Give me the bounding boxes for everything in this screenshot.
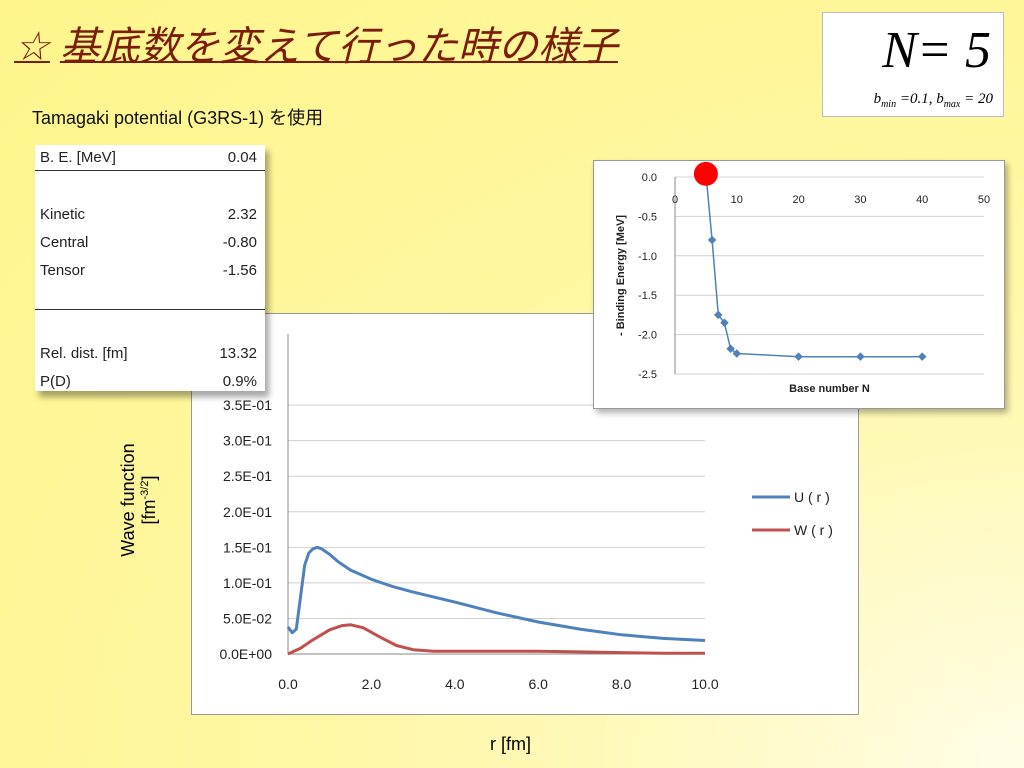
x-tick-label: 10.0 (691, 676, 718, 692)
slide-title: ☆ 基底数を変えて行った時の様子 (14, 14, 618, 72)
b-params: bmin =0.1, bmax = 20 (873, 91, 993, 110)
x-tick-label: 2.0 (362, 676, 382, 692)
y-tick-label: 2.0E-01 (223, 504, 272, 520)
table-row: P(D) 0.9% (40, 373, 257, 390)
y-tick-label: -2.0 (638, 330, 657, 342)
y-tick-label: 0.0 (642, 172, 657, 184)
data-point (720, 318, 729, 328)
title-text: 基底数を変えて行った時の様子 (59, 24, 618, 70)
y-tick-label: 0.0E+00 (219, 646, 272, 662)
x-tick-label: 4.0 (445, 676, 465, 692)
y-tick-label: 1.5E-01 (223, 539, 272, 555)
y-tick-label: 3.5E-01 (223, 397, 272, 413)
results-table: B. E. [MeV] 0.04 Kinetic 2.32 Central -0.80… (35, 145, 265, 391)
data-point (794, 352, 803, 361)
table-row: Kinetic 2.32 (40, 206, 257, 223)
series-line-u (286, 545, 706, 642)
x-tick-label: 0.0 (278, 676, 298, 692)
x-tick-label: 0 (672, 194, 678, 206)
legend-label: U ( r ) (794, 489, 830, 505)
highlight-point (693, 161, 718, 186)
x-tick-label: 10 (731, 194, 743, 206)
x-tick-label: 30 (854, 194, 866, 206)
x-tick-label: 40 (916, 194, 928, 206)
data-point (856, 352, 865, 361)
y-tick-label: 3.0E-01 (223, 433, 272, 449)
basis-number-box: N= 5 bmin =0.1, bmax = 20 (822, 12, 1004, 117)
wave-function-svg: 0.0E+00 5.0E-02 1.0E-01 1.5E-01 2.0E-01 2.5E-… (219, 334, 833, 692)
legend-label: W ( r ) (794, 522, 833, 538)
y-tick-label: 1.0E-01 (223, 575, 272, 591)
binding-energy-svg: 0.0 -0.5 -1.0 -1.5 -2.0 -2.5 0 10 20 30 40 50 Base n… (615, 161, 990, 395)
data-point (707, 235, 717, 245)
table-row: B. E. [MeV] 0.04 (40, 149, 257, 166)
y-tick-label: -0.5 (638, 211, 657, 223)
data-point (917, 352, 927, 361)
y-axis-label: - Binding Energy [MeV] (615, 215, 627, 336)
x-tick-label: 50 (978, 194, 990, 206)
subtitle: Tamagaki potential (G3RS-1) を使用 (32, 108, 324, 128)
divider (35, 309, 265, 310)
binding-energy-chart: 0.0 -0.5 -1.0 -1.5 -2.0 -2.5 0 10 20 30 40 50 Base n… (593, 160, 1005, 409)
series-line-w (287, 623, 705, 656)
table-row: Tensor -1.56 (40, 262, 257, 279)
x-axis-label: Base number N (789, 383, 870, 395)
x-tick-label: 20 (792, 194, 804, 206)
y-tick-label: -1.0 (638, 251, 657, 263)
data-point (726, 344, 735, 354)
star-icon: ☆ (14, 24, 50, 70)
data-point (732, 349, 742, 358)
wave-ylabel: Wave function [fm-3/2] (118, 443, 159, 557)
table-row: Central -0.80 (40, 234, 257, 251)
table-row: Rel. dist. [fm] 13.32 (40, 345, 257, 362)
y-tick-label: -1.5 (638, 290, 657, 302)
y-tick-label: 2.5E-01 (223, 468, 272, 484)
x-tick-label: 6.0 (528, 676, 548, 692)
x-tick-label: 8.0 (612, 676, 632, 692)
wave-xlabel: r [fm] (490, 734, 531, 754)
n-value: N= 5 (882, 22, 991, 79)
y-tick-label: 5.0E-02 (223, 610, 272, 626)
y-tick-label: -2.5 (638, 369, 657, 381)
divider (35, 170, 265, 171)
